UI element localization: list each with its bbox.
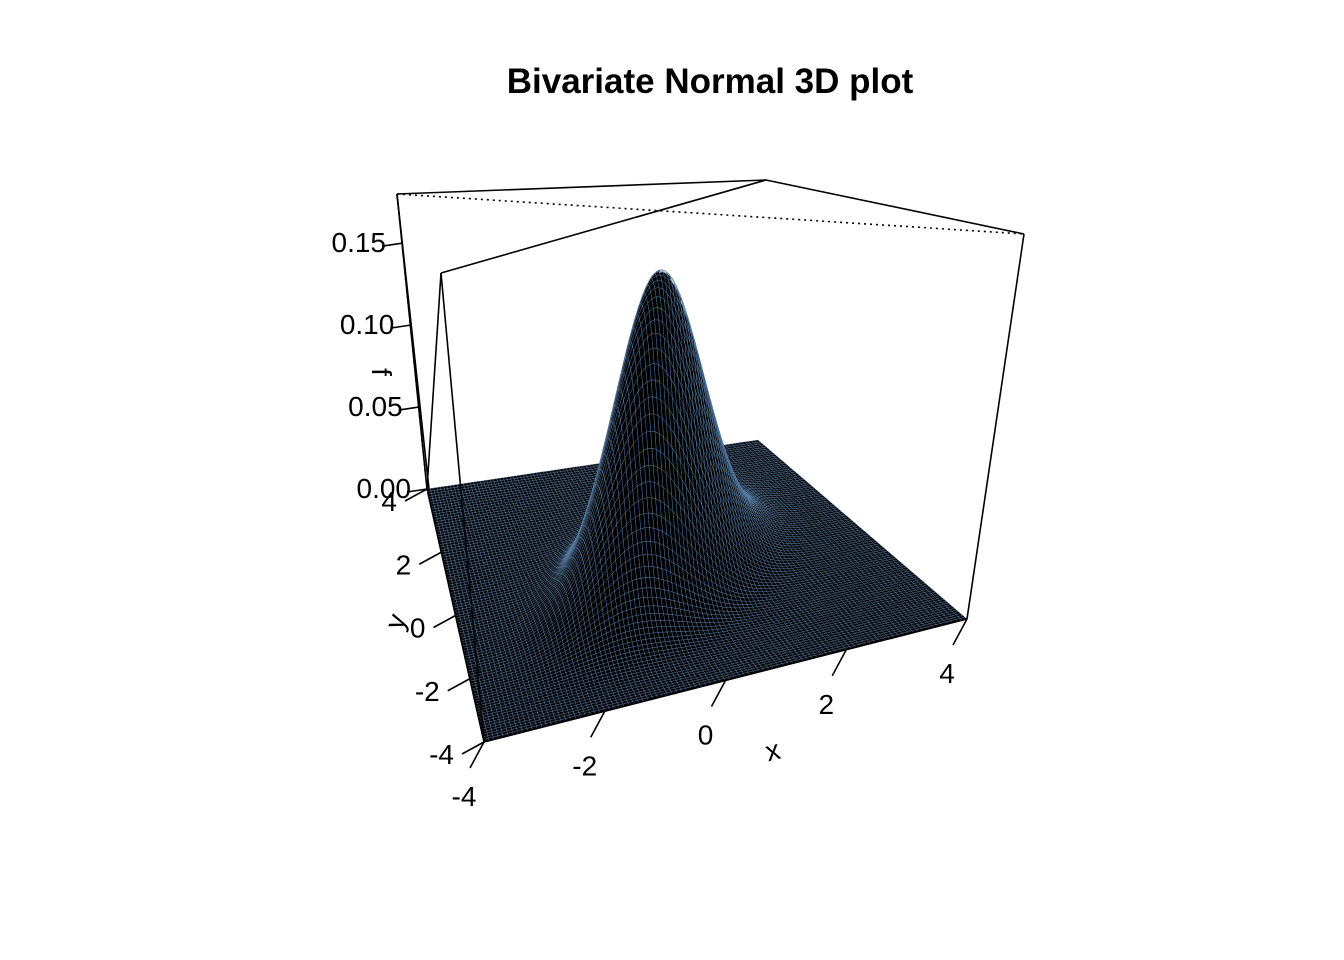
y-tick-label: -4 xyxy=(429,739,454,770)
surface-facets xyxy=(477,538,882,725)
x-tick-label: 2 xyxy=(818,689,834,720)
y-tick xyxy=(461,741,485,755)
box-edge xyxy=(396,193,430,490)
surface-facets xyxy=(470,386,857,694)
z-axis-label: f xyxy=(366,368,397,376)
z-tick-label: 0.10 xyxy=(340,309,395,340)
surface-facets xyxy=(482,552,899,743)
y-tick xyxy=(447,678,471,692)
y-tick-label: 4 xyxy=(381,486,397,517)
surface-mesh xyxy=(426,269,968,743)
y-tick-label: -2 xyxy=(415,676,440,707)
surface-facets xyxy=(466,276,840,674)
x-tick xyxy=(469,741,485,769)
y-tick xyxy=(404,488,428,502)
surface-facets xyxy=(512,559,907,735)
surface-facets xyxy=(463,269,832,664)
z-tick xyxy=(381,242,403,247)
surface-facets xyxy=(743,588,968,676)
box-edge xyxy=(426,272,442,490)
box-edge xyxy=(765,179,1025,235)
box-edge xyxy=(440,179,767,274)
chart-title: Bivariate Normal 3D plot xyxy=(507,62,914,101)
z-tick xyxy=(398,406,419,411)
y-tick xyxy=(433,614,456,629)
surface-facets xyxy=(473,461,865,705)
y-tick-label: 0 xyxy=(410,613,426,644)
x-tick-label: 4 xyxy=(939,658,955,689)
x-tick xyxy=(710,680,727,707)
z-tick-label: 0.15 xyxy=(332,227,387,258)
box-edge-dotted xyxy=(396,193,1025,235)
z-tick-label: 0.05 xyxy=(348,391,403,422)
z-tick xyxy=(390,324,411,329)
x-tick-label: 0 xyxy=(698,720,714,751)
surface-facets xyxy=(646,575,932,701)
box-edge xyxy=(966,233,1025,620)
x-tick xyxy=(831,649,847,677)
surface-facets xyxy=(574,566,917,719)
y-tick-label: 2 xyxy=(396,549,412,580)
surface-facets xyxy=(479,545,890,735)
y-axis-label: y xyxy=(379,610,413,634)
surface-facets xyxy=(436,456,648,550)
y-tick xyxy=(418,551,442,565)
x-tick-label: -2 xyxy=(572,750,597,781)
box-edge xyxy=(396,179,767,195)
surface-facets xyxy=(468,318,849,684)
x-tick-label: -4 xyxy=(452,781,477,812)
axes: -4 -2 0 2 4 x -4 -2 0 2 4 y 0.00 0.05 0.10 0.15 f xyxy=(332,227,968,812)
z-tick-label: 0.00 xyxy=(357,473,412,504)
x-tick xyxy=(590,710,606,738)
x-axis-label: x xyxy=(762,734,783,767)
x-tick xyxy=(952,618,968,646)
z-tick xyxy=(406,488,428,493)
box-edge xyxy=(440,272,485,743)
surface-facets xyxy=(426,466,581,533)
surface-facets xyxy=(475,526,874,715)
